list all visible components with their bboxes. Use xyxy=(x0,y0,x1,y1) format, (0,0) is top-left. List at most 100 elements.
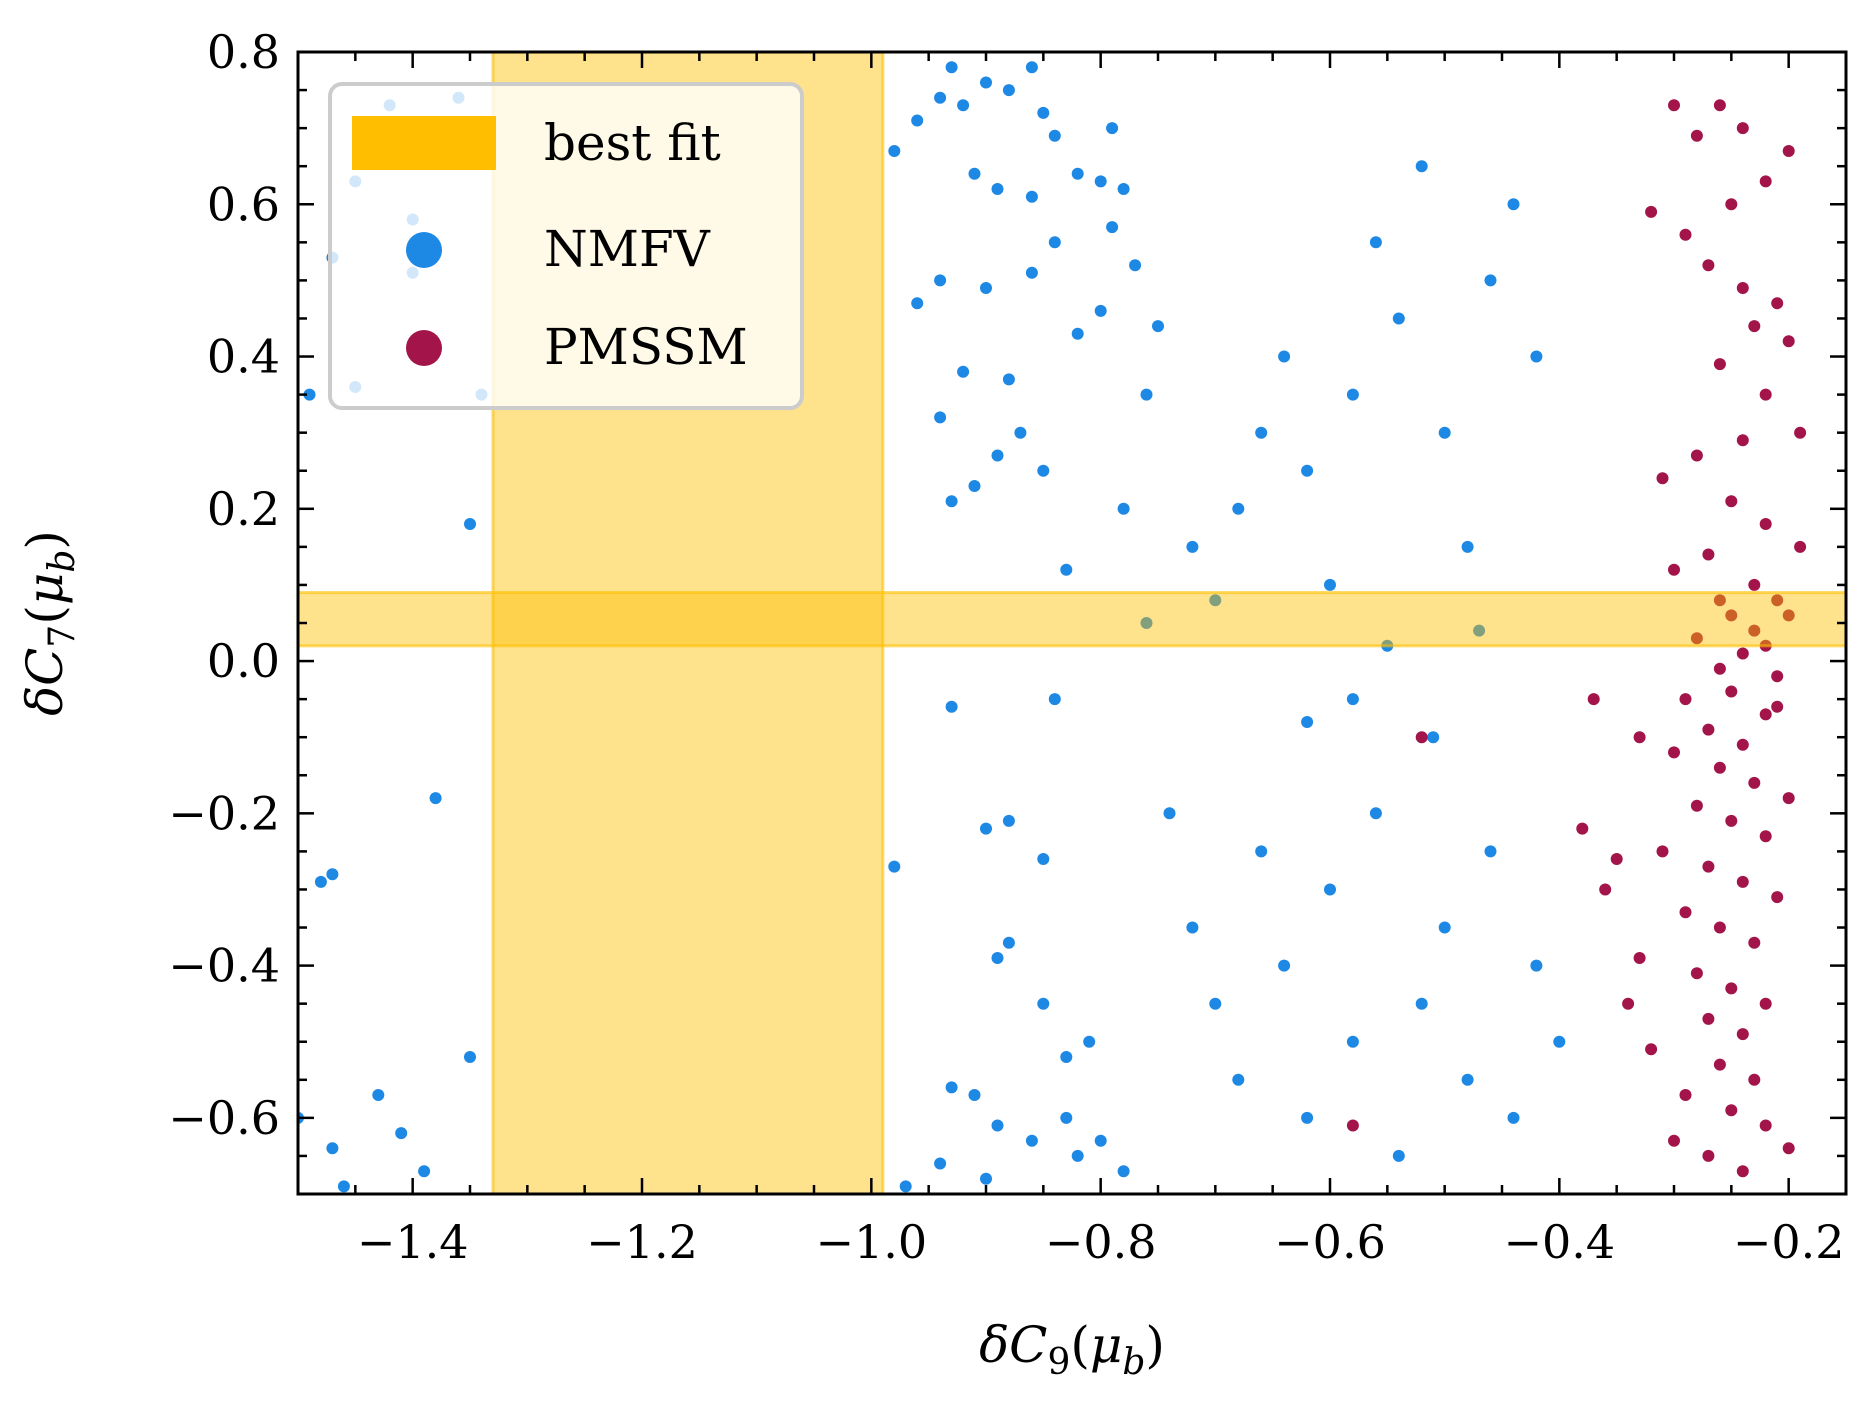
point-pmssm xyxy=(1736,434,1749,447)
point-pmssm xyxy=(1725,198,1738,211)
x-tick-label: −0.8 xyxy=(1045,1215,1157,1269)
point-nmfv xyxy=(945,700,958,713)
point-nmfv xyxy=(1025,190,1038,203)
series-nmfv xyxy=(298,61,1566,1193)
point-pmssm xyxy=(1346,1119,1359,1132)
x-tick-label: −0.6 xyxy=(1274,1215,1386,1269)
point-nmfv xyxy=(1369,236,1382,249)
point-nmfv xyxy=(314,875,327,888)
point-nmfv xyxy=(1071,1149,1084,1162)
point-pmssm xyxy=(1782,1142,1795,1155)
x-axis-label-mu: μ xyxy=(1090,1316,1123,1374)
point-pmssm xyxy=(1759,830,1772,843)
x-axis-label-mu-sub: b xyxy=(1122,1342,1145,1383)
point-pmssm xyxy=(1759,518,1772,530)
point-pmssm xyxy=(1713,99,1726,112)
point-pmssm xyxy=(1668,99,1680,112)
point-pmssm xyxy=(1725,1104,1738,1117)
point-nmfv xyxy=(1025,61,1038,74)
point-nmfv xyxy=(1530,350,1543,363)
legend-best-fit-label: best fit xyxy=(544,114,721,172)
point-nmfv xyxy=(1071,327,1084,340)
x-axis-label-base: δC xyxy=(979,1316,1047,1374)
point-pmssm xyxy=(1713,662,1726,675)
point-pmssm xyxy=(1702,259,1715,272)
point-nmfv xyxy=(1129,259,1142,272)
point-nmfv xyxy=(991,952,1004,964)
point-nmfv xyxy=(980,822,992,835)
point-pmssm xyxy=(1702,548,1715,561)
point-nmfv xyxy=(1060,563,1073,576)
point-nmfv xyxy=(1301,464,1314,477)
point-nmfv xyxy=(1106,122,1119,135)
point-nmfv xyxy=(1484,274,1497,287)
point-nmfv xyxy=(1094,1134,1107,1147)
point-pmssm xyxy=(1759,997,1772,1010)
point-nmfv xyxy=(934,274,947,287)
point-nmfv xyxy=(968,1089,981,1101)
point-nmfv xyxy=(911,297,924,310)
point-nmfv xyxy=(1369,807,1382,820)
point-nmfv xyxy=(372,1089,385,1101)
point-pmssm xyxy=(1794,426,1807,439)
y-axis-label-mu-sub: b xyxy=(42,550,83,573)
point-nmfv xyxy=(1473,624,1486,637)
point-pmssm xyxy=(1690,632,1703,645)
point-nmfv xyxy=(1415,160,1428,173)
point-nmfv xyxy=(1346,693,1359,706)
point-nmfv xyxy=(1553,1035,1566,1048)
point-pmssm xyxy=(1725,609,1738,622)
series-layer xyxy=(298,61,1807,1193)
point-nmfv xyxy=(980,1172,992,1185)
point-nmfv xyxy=(464,1051,476,1063)
point-pmssm xyxy=(1736,1165,1749,1178)
point-pmssm xyxy=(1645,1043,1658,1056)
point-pmssm xyxy=(1736,1028,1749,1041)
point-pmssm xyxy=(1702,723,1715,736)
point-nmfv xyxy=(1186,540,1199,553)
y-axis-label: δC7(μb) xyxy=(16,530,83,716)
point-nmfv xyxy=(337,1180,350,1193)
point-pmssm xyxy=(1794,540,1807,553)
point-pmssm xyxy=(1679,1089,1692,1101)
point-pmssm xyxy=(1771,297,1784,310)
point-nmfv xyxy=(1002,84,1015,97)
point-pmssm xyxy=(1725,685,1738,698)
point-nmfv xyxy=(1025,1134,1038,1147)
point-nmfv xyxy=(1094,175,1107,188)
y-axis-label-mu: μ xyxy=(16,573,74,606)
point-pmssm xyxy=(1748,776,1761,789)
point-nmfv xyxy=(991,183,1004,195)
point-nmfv xyxy=(968,167,981,180)
point-nmfv xyxy=(957,99,970,112)
axis-ticks xyxy=(296,50,1848,1194)
point-nmfv xyxy=(1117,183,1130,195)
x-tick-label: −1.0 xyxy=(815,1215,927,1269)
y-tick-label: 0.4 xyxy=(207,330,280,384)
point-nmfv xyxy=(1461,1073,1474,1086)
point-nmfv xyxy=(303,388,316,401)
point-pmssm xyxy=(1679,906,1692,919)
point-nmfv xyxy=(1301,716,1314,728)
point-nmfv xyxy=(418,1165,431,1178)
point-nmfv xyxy=(934,1157,947,1170)
point-nmfv xyxy=(1346,388,1359,401)
point-nmfv xyxy=(1278,350,1291,363)
point-nmfv xyxy=(1014,426,1027,439)
point-pmssm xyxy=(1748,320,1761,333)
point-pmssm xyxy=(1713,594,1726,607)
best-fit-c7-band xyxy=(298,591,1846,648)
y-axis-label-base: δC xyxy=(16,648,74,716)
y-axis-label-open: ( xyxy=(16,605,74,625)
point-nmfv xyxy=(1002,373,1015,386)
point-nmfv xyxy=(1140,617,1153,629)
point-nmfv xyxy=(1071,167,1084,180)
y-tick-label: 0.0 xyxy=(207,634,280,688)
y-tick-label: 0.2 xyxy=(207,482,280,536)
point-nmfv xyxy=(991,449,1004,462)
point-pmssm xyxy=(1713,761,1726,774)
x-tick-label: −1.4 xyxy=(357,1215,469,1269)
point-nmfv xyxy=(326,868,339,881)
point-pmssm xyxy=(1713,358,1726,371)
point-pmssm xyxy=(1736,875,1749,888)
